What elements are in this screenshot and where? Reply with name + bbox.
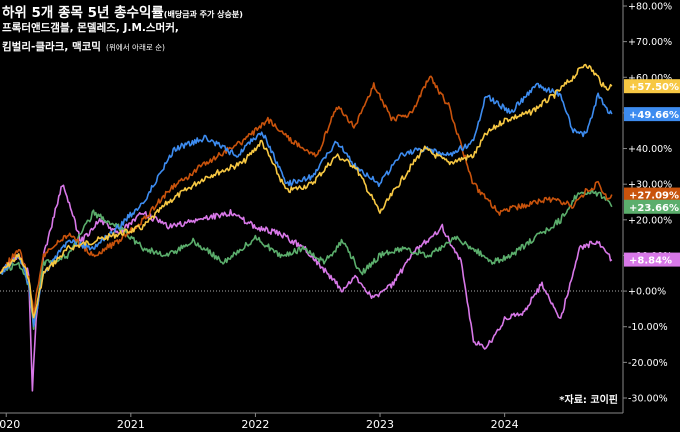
end-value-label: +49.66% bbox=[624, 107, 680, 122]
end-label-box bbox=[624, 252, 680, 267]
end-label-text: +49.66% bbox=[629, 110, 679, 121]
y-tick-label: +30.00% bbox=[628, 180, 672, 191]
end-label-box bbox=[624, 107, 680, 122]
chart-title: 하위 5개 종목 5년 총수익률 bbox=[2, 5, 164, 21]
end-label-text: +27.09% bbox=[629, 191, 679, 202]
y-tick-label: +70.00% bbox=[628, 37, 672, 48]
end-value-label: +23.66% bbox=[624, 199, 680, 214]
end-value-labels: +57.50% +49.66% +27.09%+23.66% +8.84% bbox=[624, 79, 680, 267]
y-tick-label: +0.00% bbox=[628, 287, 666, 298]
y-tick-label: +60.00% bbox=[628, 73, 672, 84]
x-tick-label: 2021 bbox=[117, 418, 145, 431]
series-line bbox=[0, 184, 613, 392]
end-label-box bbox=[624, 187, 680, 202]
y-tick-label: -20.00% bbox=[628, 358, 668, 369]
subtitle-line-2: 킴벌리-클라크, 맥코믹 bbox=[2, 41, 101, 54]
end-value-label: +27.09% bbox=[624, 187, 680, 202]
series-line bbox=[0, 82, 613, 328]
x-tick-label: 2022 bbox=[241, 418, 269, 431]
end-label-text: +23.66% bbox=[629, 203, 679, 214]
end-value-label: +8.84% bbox=[624, 252, 680, 267]
x-tick-label: 2023 bbox=[366, 418, 394, 431]
subtitle-line-1: 프록터앤드갬블, 몬델레즈, J.M.스머커, bbox=[2, 22, 179, 34]
y-tick-label: +40.00% bbox=[628, 144, 672, 155]
source-note: *자료: 코이핀 bbox=[559, 395, 618, 406]
chart-title-note: (배당금과 주가 상승분) bbox=[163, 10, 243, 19]
y-tick-label: -30.00% bbox=[628, 394, 668, 405]
end-label-box bbox=[624, 79, 680, 94]
series-line bbox=[0, 75, 613, 315]
end-label-text: +57.50% bbox=[629, 82, 679, 93]
series-lines bbox=[0, 63, 613, 392]
y-tick-label: +20.00% bbox=[628, 215, 672, 226]
y-tick-label: -10.00% bbox=[628, 322, 668, 333]
x-tick-label: 2024 bbox=[491, 418, 519, 431]
order-note: (위에서 아래로 순) bbox=[106, 43, 165, 53]
series-line bbox=[0, 187, 613, 330]
series-line bbox=[0, 63, 613, 319]
end-value-label: +57.50% bbox=[624, 79, 680, 94]
end-label-box bbox=[624, 199, 680, 214]
y-tick-label: +80.00% bbox=[628, 2, 672, 13]
end-label-text: +8.84% bbox=[629, 256, 672, 267]
chart-title-block: 하위 5개 종목 5년 총수익률(배당금과 주가 상승분) 프록터앤드갬블, 몬… bbox=[2, 2, 243, 55]
